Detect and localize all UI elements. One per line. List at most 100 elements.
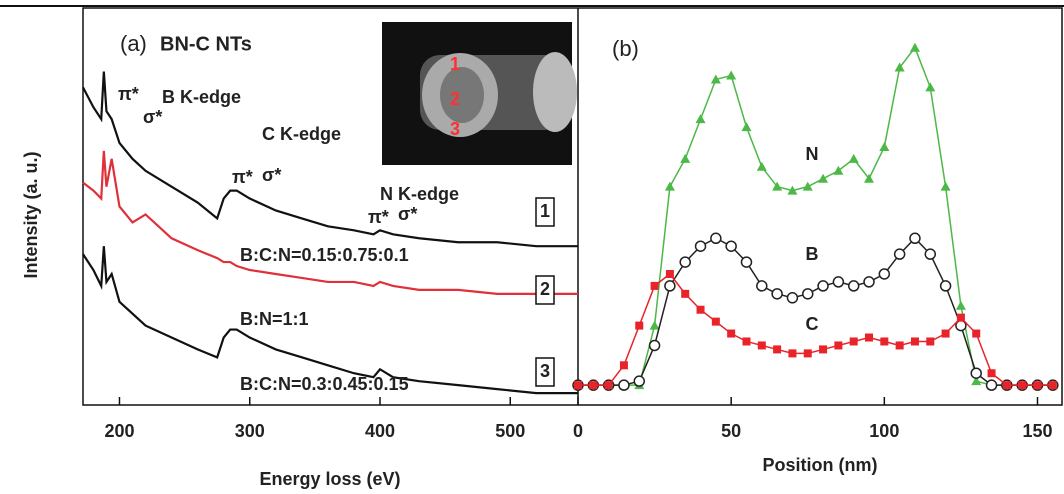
- marker: [832, 276, 845, 288]
- series-label: 1: [540, 201, 550, 221]
- marker: [711, 317, 720, 326]
- annotation: B:C:N=0.3:0.45:0.15: [240, 374, 409, 394]
- marker: [664, 181, 675, 191]
- inset-cap: [533, 52, 577, 132]
- marker: [817, 280, 829, 292]
- inset-label: 3: [450, 119, 460, 139]
- marker: [893, 248, 906, 260]
- marker: [648, 339, 661, 352]
- marker: [849, 337, 858, 346]
- annotation: B:N=1:1: [240, 309, 309, 329]
- marker: [801, 288, 814, 300]
- marker: [604, 381, 613, 390]
- inset-core: [440, 67, 484, 123]
- marker: [987, 369, 996, 378]
- annotation: π*: [118, 84, 139, 104]
- series-line: [82, 246, 578, 395]
- marker: [649, 320, 660, 330]
- marker: [833, 165, 844, 175]
- series-line: [82, 71, 578, 248]
- panel-title: BN-C NTs: [160, 33, 252, 55]
- marker: [633, 375, 646, 387]
- marker: [741, 122, 752, 132]
- curve-label-box: [535, 197, 555, 227]
- annotation: σ*: [262, 165, 281, 185]
- series-label: B: [806, 244, 819, 264]
- x-tick-label: 0: [573, 421, 583, 441]
- marker: [1048, 381, 1057, 390]
- series-label: 2: [540, 279, 550, 299]
- marker: [939, 280, 952, 292]
- annotation: σ*: [398, 204, 417, 224]
- marker: [972, 329, 981, 338]
- marker: [940, 181, 951, 191]
- marker: [985, 379, 998, 391]
- x-tick-label: 400: [365, 421, 395, 441]
- panel-label: (a): [120, 31, 147, 56]
- marker: [710, 232, 722, 245]
- marker: [894, 62, 905, 72]
- marker: [589, 381, 598, 390]
- marker: [771, 288, 783, 300]
- marker: [1018, 381, 1027, 390]
- marker: [710, 74, 721, 84]
- marker: [756, 280, 768, 292]
- marker: [773, 345, 782, 354]
- series-line: [578, 237, 1053, 386]
- marker: [910, 337, 919, 346]
- marker: [864, 173, 875, 183]
- x-tick-label: 100: [869, 421, 899, 441]
- marker: [925, 82, 936, 92]
- marker: [725, 240, 737, 252]
- x-tick-label: 300: [235, 421, 265, 441]
- marker: [880, 337, 889, 346]
- marker: [941, 329, 950, 338]
- x-tick-label: 200: [104, 421, 134, 441]
- marker: [665, 269, 674, 278]
- marker: [909, 42, 920, 52]
- marker: [970, 367, 982, 379]
- x-tick-label: 500: [495, 421, 525, 441]
- marker: [695, 114, 706, 124]
- marker: [618, 379, 630, 391]
- annotation: C K-edge: [262, 124, 341, 144]
- series-line: [578, 46, 1053, 386]
- marker: [696, 305, 705, 314]
- annotation: B K-edge: [162, 87, 241, 107]
- marker: [971, 376, 982, 386]
- marker: [740, 256, 753, 268]
- y-axis-label: Intensity (a. u.): [21, 151, 41, 278]
- curve-label-box: [535, 357, 555, 387]
- marker: [956, 313, 965, 322]
- x-axis-label: Position (nm): [763, 455, 878, 475]
- marker: [834, 341, 843, 350]
- inset-image: [382, 22, 577, 165]
- panel-label: (b): [612, 36, 639, 61]
- marker: [818, 173, 829, 183]
- x-axis-label: Energy loss (eV): [259, 469, 400, 489]
- marker: [664, 280, 676, 292]
- marker: [681, 289, 690, 298]
- marker: [863, 276, 875, 288]
- marker: [679, 256, 691, 268]
- marker: [757, 341, 766, 350]
- series-label: N: [806, 144, 819, 164]
- series-line: [82, 150, 578, 295]
- marker: [788, 349, 797, 358]
- marker: [803, 349, 812, 358]
- marker: [926, 337, 935, 346]
- annotation: B:C:N=0.15:0.75:0.1: [240, 245, 409, 265]
- marker: [847, 280, 860, 292]
- marker: [727, 329, 736, 338]
- annotation: π*: [232, 167, 253, 187]
- marker: [955, 300, 966, 310]
- marker: [848, 153, 859, 163]
- series-label: C: [806, 314, 819, 334]
- marker: [742, 337, 751, 346]
- marker: [879, 141, 890, 151]
- annotation: N K-edge: [380, 184, 459, 204]
- marker: [1033, 381, 1042, 390]
- inset-label: 1: [450, 54, 460, 74]
- marker: [895, 341, 904, 350]
